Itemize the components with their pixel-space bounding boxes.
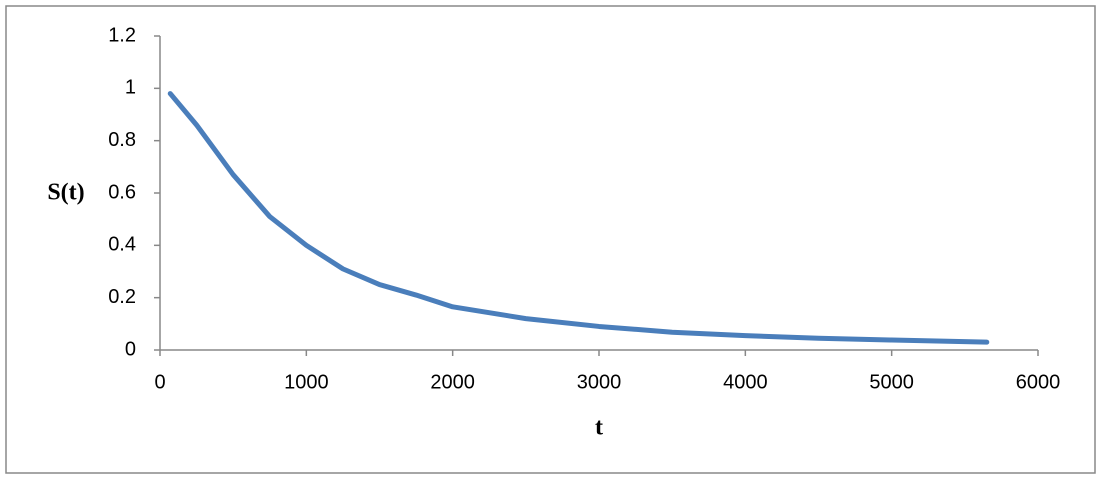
y-tick-label: 0.8 — [108, 129, 136, 151]
y-tick-label: 0 — [125, 338, 136, 360]
x-tick-label: 6000 — [1016, 371, 1061, 393]
x-tick-label: 0 — [154, 371, 165, 393]
y-tick-label: 0.4 — [108, 234, 136, 256]
data-line — [167, 91, 990, 345]
x-axis-title: t — [595, 415, 603, 441]
chart-frame — [5, 5, 1096, 474]
y-tick-label: 0.6 — [108, 181, 136, 203]
y-tick-label: 1.2 — [108, 24, 136, 46]
x-tick-label: 3000 — [577, 371, 622, 393]
x-tick-label: 4000 — [723, 371, 768, 393]
x-tick-label: 2000 — [430, 371, 475, 393]
x-tick-label: 1000 — [284, 371, 329, 393]
x-tick-label: 5000 — [869, 371, 914, 393]
y-tick-label: 0.2 — [108, 286, 136, 308]
y-axis-title: S(t) — [47, 180, 84, 206]
y-tick-label: 1 — [125, 77, 136, 99]
